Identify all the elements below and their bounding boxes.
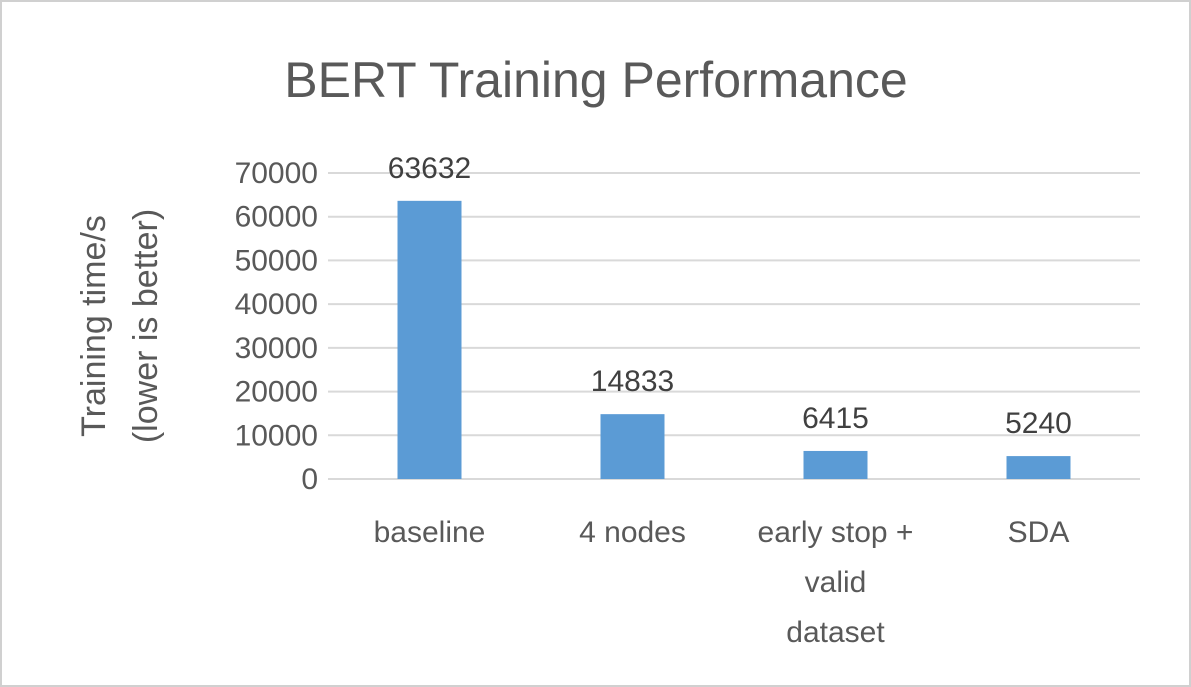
data-labels: 63632 14833 6415 5240 bbox=[388, 152, 1072, 440]
data-label: 5240 bbox=[1005, 407, 1072, 440]
chart-title: BERT Training Performance bbox=[284, 52, 907, 108]
x-tick-label: baseline bbox=[374, 516, 486, 549]
x-tick-label: 4 nodes bbox=[579, 516, 686, 549]
y-axis-ticks: 0 10000 20000 30000 40000 50000 60000 70000 bbox=[235, 157, 318, 496]
y-tick-label: 30000 bbox=[235, 332, 318, 365]
y-tick-label: 40000 bbox=[235, 288, 318, 321]
x-tick-label: SDA bbox=[1008, 516, 1070, 549]
bar bbox=[600, 414, 665, 479]
category-labels: baseline 4 nodes early stop + valid dataset S… bbox=[374, 516, 1070, 649]
bars bbox=[397, 200, 1071, 479]
y-axis-title: Training time/s (lower is better) bbox=[75, 209, 165, 443]
bar bbox=[397, 200, 462, 479]
gridlines bbox=[328, 172, 1140, 480]
data-label: 63632 bbox=[388, 152, 471, 185]
y-axis-title-line: Training time/s bbox=[75, 215, 113, 437]
data-label: 6415 bbox=[802, 402, 869, 435]
bar bbox=[1006, 456, 1071, 479]
y-tick-label: 20000 bbox=[235, 376, 318, 409]
x-tick-label: early stop + valid dataset bbox=[758, 516, 914, 649]
y-tick-label: 50000 bbox=[235, 244, 318, 277]
y-tick-label: 60000 bbox=[235, 201, 318, 234]
y-tick-label: 10000 bbox=[235, 419, 318, 452]
data-label: 14833 bbox=[591, 365, 674, 398]
y-axis-title-line: (lower is better) bbox=[127, 209, 165, 443]
bar bbox=[803, 450, 868, 479]
y-tick-label: 70000 bbox=[235, 157, 318, 190]
y-tick-label: 0 bbox=[301, 463, 318, 496]
